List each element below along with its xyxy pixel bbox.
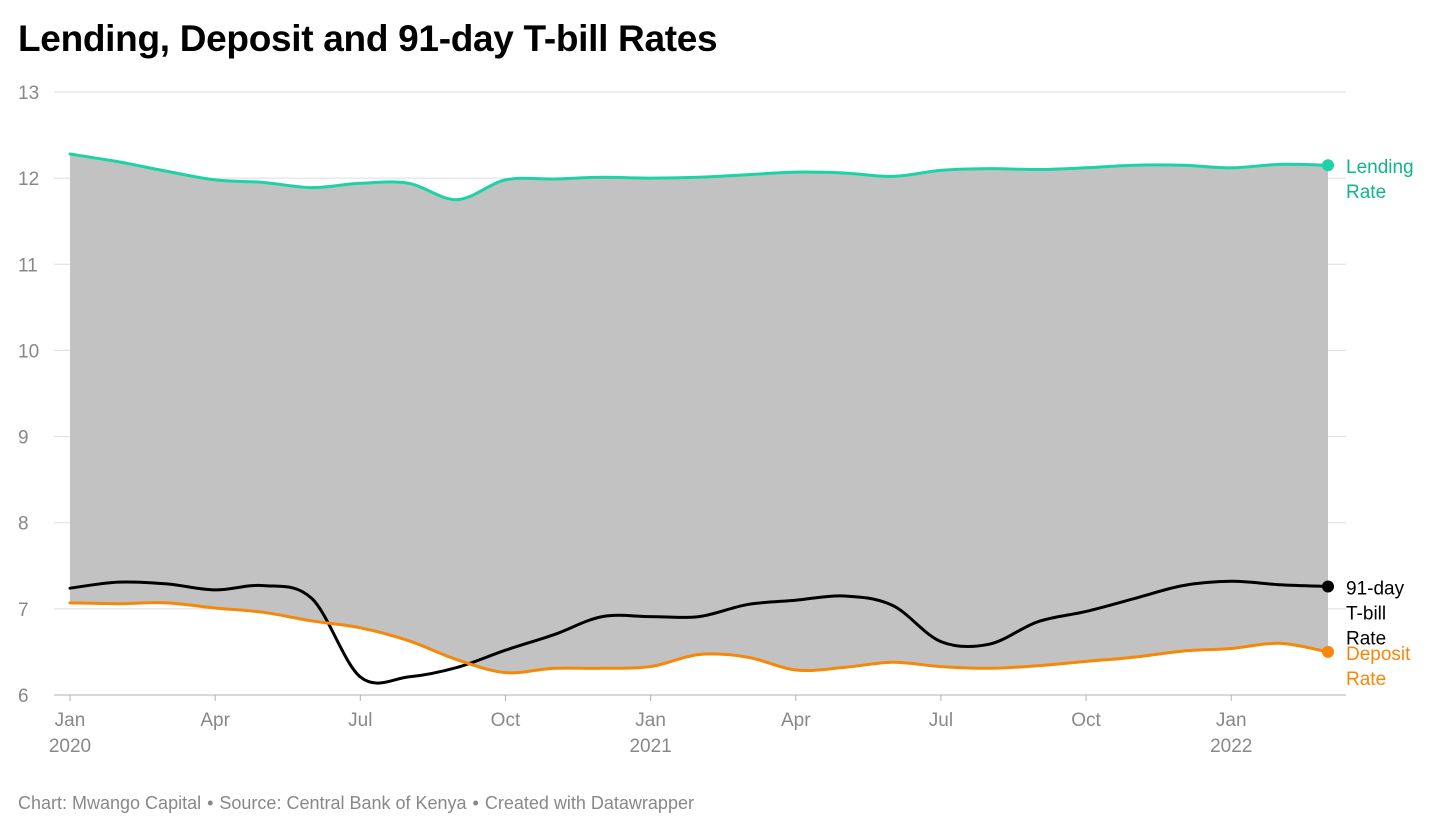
y-tick-label: 13 bbox=[18, 83, 39, 104]
y-tick-label: 7 bbox=[18, 600, 29, 621]
x-year-label: 2022 bbox=[1210, 736, 1252, 757]
x-tick-label: Oct bbox=[491, 710, 521, 731]
x-tick-label: Jan bbox=[55, 710, 86, 731]
series-label-line: 91-day bbox=[1346, 578, 1405, 599]
x-year-label: 2021 bbox=[629, 736, 671, 757]
series-label: 91-day T-bill Rate bbox=[1346, 578, 1405, 649]
x-tick-label: Oct bbox=[1071, 710, 1101, 731]
spread-area bbox=[70, 154, 1328, 673]
footer-separator: • bbox=[472, 793, 479, 813]
x-year-label: 2020 bbox=[49, 736, 91, 757]
chart-title: Lending, Deposit and 91-day T-bill Rates bbox=[18, 18, 718, 59]
footer-separator: • bbox=[207, 793, 214, 813]
series-label-line: Deposit bbox=[1346, 644, 1411, 665]
y-tick-label: 6 bbox=[18, 686, 29, 707]
x-tick-label: Jan bbox=[635, 710, 666, 731]
series-label-line: Rate bbox=[1346, 669, 1386, 690]
y-tick-label: 8 bbox=[18, 514, 29, 535]
chart-credit: Chart: Mwango Capital bbox=[18, 793, 202, 813]
x-tick-label: Jul bbox=[929, 710, 953, 731]
x-axis: Jan 2020 Apr Jul Oct Jan 2021 Apr Jul Oct Jan 2022 bbox=[49, 695, 1252, 757]
x-tick-label: Apr bbox=[200, 710, 230, 731]
series-end-dot bbox=[1322, 645, 1334, 658]
tool-credit: Created with Datawrapper bbox=[484, 793, 694, 813]
y-axis: 6 7 8 9 10 11 12 13 bbox=[18, 83, 39, 707]
x-tick-label: Jan bbox=[1216, 710, 1247, 731]
series-end-dot bbox=[1322, 580, 1334, 593]
y-tick-label: 10 bbox=[18, 341, 39, 362]
y-tick-label: 11 bbox=[18, 255, 38, 276]
series-end-dot bbox=[1322, 159, 1334, 172]
x-tick-label: Apr bbox=[781, 710, 811, 731]
spread-fill bbox=[70, 154, 1328, 673]
series-line bbox=[68, 579, 1330, 685]
y-tick-label: 12 bbox=[18, 169, 39, 190]
series-label-line: Rate bbox=[1346, 628, 1386, 649]
series-label-line: Lending bbox=[1346, 157, 1414, 178]
series-label-line: Rate bbox=[1346, 182, 1386, 203]
series-label-line: T-bill bbox=[1346, 603, 1386, 624]
series-label: Deposit Rate bbox=[1346, 644, 1411, 690]
y-tick-label: 9 bbox=[18, 428, 29, 449]
series-label: Lending Rate bbox=[1346, 157, 1414, 203]
series-lines bbox=[68, 152, 1334, 685]
series-line bbox=[68, 152, 1330, 202]
series-line bbox=[68, 601, 1330, 675]
source-credit: Source: Central Bank of Kenya bbox=[219, 793, 467, 813]
x-tick-label: Jul bbox=[348, 710, 372, 731]
chart-footer: Chart: Mwango Capital • Source: Central Ba… bbox=[18, 793, 694, 814]
